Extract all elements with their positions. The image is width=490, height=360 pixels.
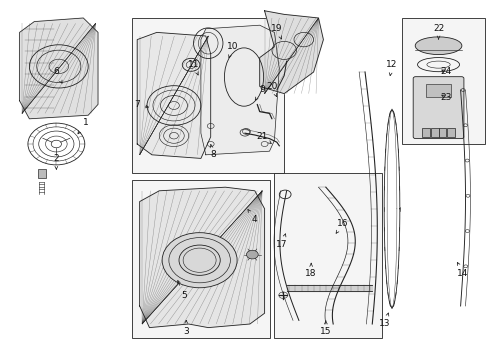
- Text: 7: 7: [134, 100, 148, 109]
- Bar: [38, 169, 46, 178]
- Text: 3: 3: [183, 320, 189, 336]
- Polygon shape: [140, 187, 265, 328]
- Text: 18: 18: [305, 264, 317, 278]
- Bar: [431, 128, 439, 137]
- Polygon shape: [20, 18, 98, 119]
- Bar: [439, 128, 446, 137]
- Bar: [422, 128, 430, 137]
- Text: 14: 14: [457, 262, 469, 278]
- Text: 19: 19: [271, 24, 283, 39]
- Text: 2: 2: [53, 154, 59, 169]
- Text: 11: 11: [188, 60, 199, 75]
- Text: 16: 16: [336, 219, 349, 233]
- Polygon shape: [137, 32, 211, 158]
- Circle shape: [162, 233, 237, 288]
- Text: 24: 24: [441, 68, 451, 77]
- Text: 8: 8: [210, 145, 216, 159]
- Text: 21: 21: [256, 132, 271, 144]
- Bar: [274, 173, 382, 338]
- FancyBboxPatch shape: [413, 77, 464, 139]
- Bar: [426, 84, 451, 97]
- Text: 12: 12: [386, 60, 398, 76]
- Bar: [132, 18, 284, 173]
- Circle shape: [246, 250, 258, 259]
- Polygon shape: [260, 11, 323, 94]
- Text: 10: 10: [227, 42, 239, 58]
- Bar: [132, 180, 270, 338]
- Text: 22: 22: [433, 24, 444, 39]
- Text: 20: 20: [266, 82, 278, 96]
- Bar: [447, 128, 455, 137]
- Bar: [402, 18, 485, 144]
- Text: 4: 4: [248, 210, 258, 224]
- Text: 9: 9: [255, 85, 265, 100]
- Text: 17: 17: [276, 234, 288, 249]
- Ellipse shape: [415, 37, 462, 55]
- Text: 5: 5: [177, 280, 187, 300]
- Text: 15: 15: [320, 321, 332, 336]
- Polygon shape: [201, 25, 279, 155]
- Text: 23: 23: [440, 93, 452, 102]
- Text: 1: 1: [78, 118, 89, 134]
- Text: 6: 6: [53, 68, 62, 83]
- Text: 13: 13: [379, 313, 391, 328]
